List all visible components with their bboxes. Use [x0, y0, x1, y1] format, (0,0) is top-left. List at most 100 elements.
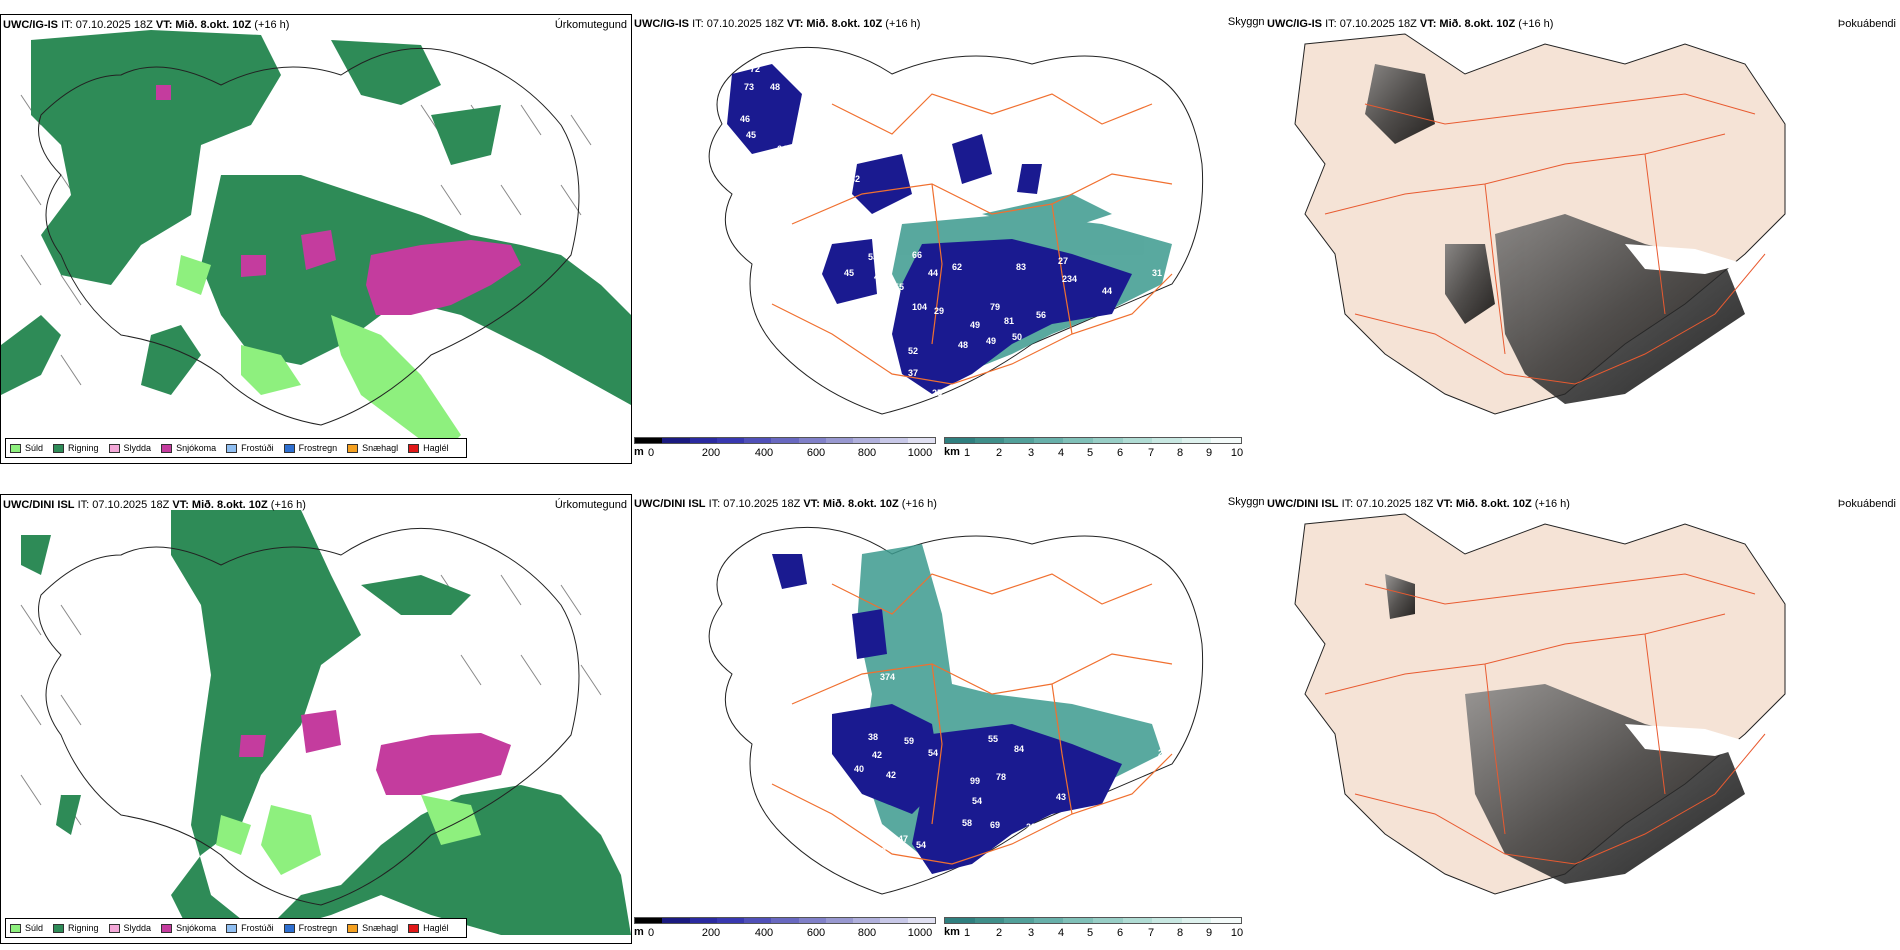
- vis-label: 31: [1152, 268, 1162, 278]
- precip-type-legend: Súld Rigning Slydda Snjókoma Frostúði Fr…: [5, 438, 467, 458]
- vis-label: 16: [984, 196, 994, 206]
- colorbar-tick: 200: [701, 447, 721, 459]
- colorbar-segment: [689, 918, 717, 923]
- header-bottom-2: UWC/DINI ISL IT: 07.10.2025 18Z VT: Mið.…: [634, 498, 937, 510]
- vis-label: 37: [908, 368, 918, 378]
- valid-time: Mið. 8.okt. 10Z: [806, 18, 883, 30]
- vis-label: 44: [1102, 286, 1112, 296]
- vis-label: 104: [782, 224, 797, 234]
- vis-label: 42: [886, 770, 896, 780]
- init-time: IT: 07.10.2025 18Z: [77, 499, 170, 511]
- vis-label: 22: [900, 868, 910, 878]
- legend-swatch: [53, 443, 65, 453]
- header-top-3: UWC/IG-IS IT: 07.10.2025 18Z VT: Mið. 8.…: [1267, 18, 1553, 30]
- valid-label: VT:: [1436, 498, 1453, 510]
- visibility-colorbar: km 1 2 3 4 5 6 7 8 9 10: [944, 437, 1243, 463]
- vis-label: 42: [874, 272, 884, 282]
- vis-label: 45: [844, 268, 854, 278]
- colorbar-segment: [974, 918, 1005, 923]
- colorbar-tick: 10: [1230, 927, 1244, 939]
- visibility-map: 72 73 48 46 45 85 64 10 129 82 16 104 84…: [708, 46, 1204, 415]
- legend-swatch: [226, 443, 238, 453]
- valid-time: Mið. 8.okt. 10Z: [822, 498, 899, 510]
- legend-label: Snæhagl: [362, 923, 399, 933]
- lead-time: (+16 h): [885, 18, 921, 30]
- lead-time: (+16 h): [270, 499, 306, 511]
- model-name: UWC/DINI ISL: [634, 498, 706, 510]
- colorbar-segment: [907, 438, 935, 443]
- colorbar-tick: 400: [754, 447, 774, 459]
- vis-label: 46: [740, 114, 750, 124]
- colorbar-tick: 400: [754, 927, 774, 939]
- colorbar-segment: [771, 438, 799, 443]
- colorbar-segment: [1092, 438, 1123, 443]
- precip-type-map: [20, 510, 631, 935]
- vis-label: 79: [990, 302, 1000, 312]
- legend-item: Snæhagl: [347, 443, 398, 453]
- colorbar-tick: 600: [806, 927, 826, 939]
- vis-label: 49: [986, 336, 996, 346]
- colorbar-segment: [716, 438, 745, 443]
- lead-time: (+16 h): [1518, 18, 1554, 30]
- colorbar-tick: 4: [1057, 447, 1065, 459]
- vis-label: 50: [1012, 332, 1022, 342]
- legend-swatch: [108, 923, 120, 933]
- colorbar-segment: [1092, 918, 1123, 923]
- vis-label: 58: [820, 306, 830, 316]
- legend-label: Snjókoma: [176, 443, 217, 453]
- header-bottom-3: UWC/DINI ISL IT: 07.10.2025 18Z VT: Mið.…: [1267, 498, 1570, 510]
- legend-label: Frostregn: [298, 923, 338, 933]
- legend-label: Súld: [25, 923, 44, 933]
- colorbar-tick: 8: [1176, 927, 1184, 939]
- colorbar-segment: [1152, 918, 1182, 923]
- legend-label: Slydda: [123, 923, 152, 933]
- vis-label: 44: [928, 268, 938, 278]
- legend-item: Slydda: [108, 923, 152, 933]
- vis-label: 10: [797, 152, 807, 162]
- colorbar-segment: [798, 438, 826, 443]
- vis-label: 23: [1026, 822, 1036, 832]
- colorbar-tick: 6: [1116, 927, 1124, 939]
- vis-label: 19: [810, 288, 820, 298]
- colorbar-segment: [1181, 918, 1212, 923]
- colorbar-tick: 200: [701, 927, 721, 939]
- colorbar-tick: 800: [857, 927, 877, 939]
- colorbar-segment: [853, 438, 881, 443]
- colorbar-segment: [635, 918, 663, 923]
- model-name: UWC/DINI ISL: [3, 499, 75, 511]
- colorbar-segment: [716, 918, 745, 923]
- init-time: IT: 07.10.2025 18Z: [692, 18, 784, 30]
- colorbar-tick: 5: [1086, 927, 1094, 939]
- valid-label: VT:: [803, 498, 820, 510]
- legend-item: Snjókoma: [161, 923, 216, 933]
- legend-item: Frostúði: [226, 923, 274, 933]
- colorbar-segment: [880, 918, 908, 923]
- colorbar-tick: 3: [1027, 447, 1035, 459]
- vis-label: 62: [952, 262, 962, 272]
- panel-title-precip-type: Úrkomutegund: [554, 499, 627, 511]
- legend-label: Slydda: [123, 443, 152, 453]
- vis-label: 234: [1062, 274, 1077, 284]
- colorbar-segment: [771, 918, 799, 923]
- colorbar-segment: [1063, 918, 1093, 923]
- model-name: UWC/IG-IS: [1267, 18, 1322, 30]
- vis-label: 40: [854, 764, 864, 774]
- colorbar-unit: m: [634, 446, 644, 458]
- colorbar-segment: [689, 438, 717, 443]
- lead-time: (+16 h): [254, 19, 290, 31]
- precip-type-map: [1, 30, 631, 455]
- colorbar-tick: 1000: [907, 927, 933, 939]
- colorbar-tick: 1: [964, 447, 971, 459]
- legend-label: Snjókoma: [176, 923, 217, 933]
- legend-item: Rigning: [53, 923, 99, 933]
- vis-label: 49: [970, 320, 980, 330]
- vis-label: 374: [880, 672, 895, 682]
- legend-label: Rigning: [68, 443, 99, 453]
- colorbar-strip: [944, 917, 1242, 924]
- model-name: UWC/IG-IS: [3, 19, 58, 31]
- colorbar-strip: [634, 437, 936, 444]
- valid-label: VT:: [155, 19, 173, 31]
- colorbar-segment: [1211, 438, 1241, 443]
- colorbar-tick: 7: [1147, 447, 1155, 459]
- precip-type-panel-bottom: UWC/DINI ISL IT: 07.10.2025 18Z VT: Mið.…: [0, 494, 632, 944]
